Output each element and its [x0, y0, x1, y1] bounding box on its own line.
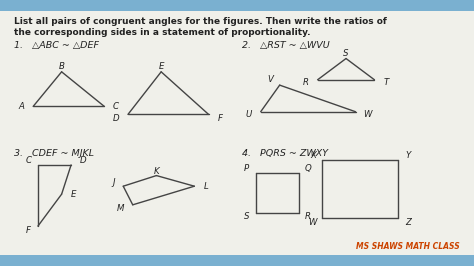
Text: F: F — [218, 114, 223, 123]
Text: F: F — [26, 226, 31, 235]
Text: the corresponding sides in a statement of proportionality.: the corresponding sides in a statement o… — [14, 28, 311, 37]
Text: 1.   △ABC ~ △DEF: 1. △ABC ~ △DEF — [14, 41, 99, 50]
Text: R: R — [303, 78, 309, 87]
Text: B: B — [59, 62, 64, 71]
Text: W: W — [309, 218, 317, 227]
Text: A: A — [18, 102, 24, 111]
Text: E: E — [71, 190, 76, 199]
Text: D: D — [113, 114, 119, 123]
Text: E: E — [158, 62, 164, 71]
Text: Q: Q — [305, 164, 311, 173]
Text: J: J — [112, 178, 115, 187]
Text: X: X — [310, 151, 316, 160]
Text: Y: Y — [405, 151, 410, 160]
Text: R: R — [305, 212, 311, 221]
Text: 4.   PQRS ~ ZWXY: 4. PQRS ~ ZWXY — [242, 149, 328, 158]
Text: U: U — [246, 110, 252, 119]
Text: T: T — [383, 78, 389, 87]
Text: M: M — [117, 204, 125, 213]
Text: 3.   CDEF ~ MJKL: 3. CDEF ~ MJKL — [14, 149, 94, 158]
Text: L: L — [204, 182, 209, 191]
Text: D: D — [80, 156, 86, 165]
Text: V: V — [267, 75, 273, 84]
Text: C: C — [26, 156, 31, 165]
Text: C: C — [113, 102, 119, 111]
Text: S: S — [343, 49, 349, 58]
Text: S: S — [244, 212, 249, 221]
Text: W: W — [363, 110, 372, 119]
Text: 2.   △RST ~ △WVU: 2. △RST ~ △WVU — [242, 41, 329, 50]
Text: List all pairs of congruent angles for the figures. Then write the ratios of: List all pairs of congruent angles for t… — [14, 17, 387, 26]
Bar — [0, 0, 474, 11]
Bar — [0, 255, 474, 266]
Text: K: K — [154, 167, 159, 176]
Text: P: P — [244, 164, 249, 173]
Text: MS SHAWS MATH CLASS: MS SHAWS MATH CLASS — [356, 242, 460, 251]
Text: Z: Z — [405, 218, 410, 227]
